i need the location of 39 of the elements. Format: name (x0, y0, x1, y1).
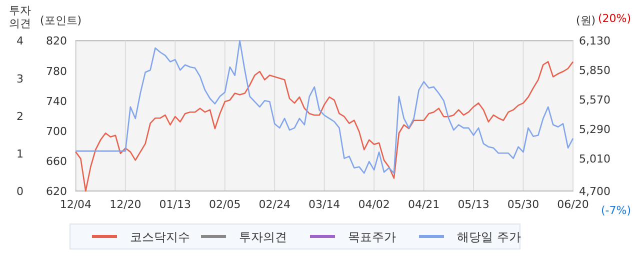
y3-axis-title: 투자의견 (9, 4, 31, 30)
line-series (75, 40, 574, 174)
y2-tick-label: 5,850 (579, 64, 610, 78)
x-tick-label: 05/13 (458, 198, 490, 211)
legend-label: 코스닥지수 (130, 230, 190, 244)
x-tick-label: 06/20 (557, 198, 589, 211)
x-tick-label: 05/30 (507, 198, 540, 211)
y2-tick-label: 5,570 (579, 94, 610, 107)
legend-label: 투자의견 (239, 230, 287, 244)
y3-tick-label: 4 (16, 34, 24, 48)
y-tick-label: 780 (46, 64, 67, 78)
y-tick-label: 740 (46, 94, 67, 108)
y2-tick-label: 4,700 (579, 185, 610, 198)
text: (20%) (598, 12, 631, 25)
y-tick-label: 700 (46, 124, 67, 138)
y2-axis-title: (원) (576, 14, 596, 27)
legend-label: 목표주가 (348, 230, 396, 244)
x-tick-label: 02/24 (258, 198, 290, 211)
x-tick-label: 04/21 (408, 198, 440, 211)
x-tick-label: 03/14 (308, 198, 340, 211)
legend-label: 해당일 주가 (457, 230, 521, 244)
y2-tick-label: 6,130 (579, 34, 610, 48)
x-tick-label: 01/13 (159, 198, 192, 211)
x-tick-label: 12/04 (60, 198, 92, 211)
line-series (75, 61, 574, 192)
y-tick-label: 620 (46, 185, 67, 198)
y3-tick-label: 3 (16, 72, 24, 86)
x-tick-label: 04/02 (358, 198, 390, 211)
y-axis-title: (포인트) (40, 14, 82, 27)
y3-tick-label: 1 (16, 147, 24, 160)
x-tick-label: 02/05 (209, 198, 241, 211)
y-tick-label: 660 (46, 154, 67, 168)
y2-tick-label: 5,010 (579, 152, 610, 166)
text: (-7%) (600, 204, 631, 217)
y-tick-label: 820 (46, 34, 67, 48)
y3-tick-label: 0 (16, 185, 24, 198)
y3-tick-label: 2 (16, 110, 24, 123)
y2-tick-label: 5,290 (579, 122, 610, 136)
x-tick-label: 12/20 (110, 198, 142, 211)
